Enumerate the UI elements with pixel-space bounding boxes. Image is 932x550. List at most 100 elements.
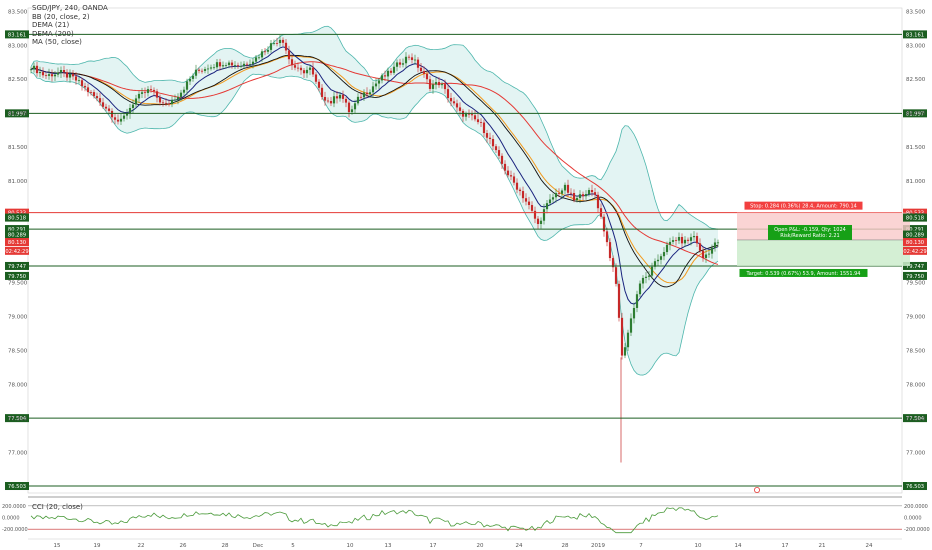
y-tick-right: 81.000	[906, 179, 926, 185]
legend-header: SGD/JPY, 240, OANDA BB (20, close, 2) DE…	[32, 4, 108, 47]
candle-body	[455, 103, 459, 108]
y-tick-left: 78.500	[8, 349, 28, 355]
time-axis: 15 19 22 26 28 Dec 5 10 13 17 20 24 28 2019 7 10 14 17 21 2…	[28, 538, 902, 549]
candle-body	[236, 65, 240, 67]
candle-body	[302, 70, 306, 74]
candle-body	[596, 194, 600, 209]
candle-body	[239, 66, 243, 67]
candle-body	[122, 115, 126, 119]
candle-body	[641, 277, 645, 284]
dema21-line	[30, 46, 719, 305]
x-tick: 24	[516, 543, 523, 549]
candle-body	[422, 71, 426, 74]
x-tick: 17	[430, 543, 437, 549]
candle-body	[134, 98, 138, 105]
price-tag-right-text: 02:42:29	[903, 249, 926, 255]
candle-body	[494, 146, 498, 151]
candle-body	[560, 190, 564, 194]
x-tick: 2019	[591, 543, 605, 549]
candle-body	[473, 115, 477, 120]
candle-body	[263, 51, 267, 53]
candle-body	[425, 73, 429, 80]
candle-body	[695, 235, 699, 244]
candle-body	[335, 96, 339, 99]
candle-body	[602, 216, 606, 232]
level-tag-right	[903, 414, 927, 423]
indicator-ma50: MA (50, close)	[32, 38, 82, 46]
candle-body	[230, 62, 234, 66]
price-axes: 83.500 83.500 83.000 83.000 82.500 82.500 82.0…	[5, 9, 927, 456]
candle-body	[686, 239, 690, 241]
level-tag-left-text: 80.291	[8, 227, 26, 233]
x-tick: 21	[819, 543, 826, 549]
candle-body	[557, 193, 561, 194]
candle-body	[542, 209, 546, 221]
y-tick-right: 83.000	[906, 43, 926, 49]
y-tick-left: 79.500	[8, 281, 28, 287]
level-tag-left-text: 77.504	[8, 416, 27, 422]
candle-body	[368, 92, 372, 95]
candle-body	[617, 283, 621, 318]
y-tick-right: 79.000	[906, 315, 926, 321]
candle-body	[419, 67, 423, 72]
candle-body	[410, 57, 414, 60]
candle-body	[467, 113, 471, 115]
candle-body	[647, 275, 651, 277]
candle-body	[680, 236, 684, 244]
candle-body	[713, 242, 717, 248]
candle-body	[131, 104, 135, 108]
candle-body	[692, 235, 696, 238]
x-tick: 20	[477, 543, 484, 549]
candle-body	[344, 98, 348, 103]
candle-body	[497, 150, 501, 156]
candle-body	[353, 103, 357, 110]
candle-body	[95, 96, 99, 99]
candle-body	[287, 50, 291, 60]
candle-body	[32, 65, 36, 70]
cci-title: CCI (20, close)	[32, 503, 83, 511]
candle-body	[365, 92, 369, 95]
candle-body	[182, 89, 186, 93]
candle-body	[146, 89, 150, 93]
price-tag-right	[903, 230, 927, 239]
price-tag-left	[5, 238, 29, 247]
candle-body	[551, 197, 555, 200]
candle-body	[29, 69, 33, 71]
candle-body	[191, 75, 195, 79]
cci-tick-right: 0.0000	[904, 516, 922, 522]
candle-body	[311, 67, 315, 75]
price-tag-left	[5, 213, 29, 222]
position-tool[interactable]: Stop: 0.284 (0.36%) 28.4, Amount: 790.14…	[737, 201, 910, 493]
level-tag-right-text: 77.504	[906, 416, 925, 422]
candle-body	[380, 75, 384, 81]
candle-body	[326, 100, 330, 102]
candle-body	[416, 59, 420, 68]
candle-body	[41, 72, 45, 76]
price-tag-right-text: 80.130	[906, 240, 924, 246]
candle-body	[167, 103, 171, 105]
candle-body	[476, 119, 480, 123]
candle-body	[203, 69, 207, 71]
y-tick-left: 79.000	[8, 315, 28, 321]
level-tag-left	[5, 225, 29, 234]
candle-body	[716, 242, 720, 244]
candle-body	[323, 96, 327, 101]
candle-body	[176, 96, 180, 100]
price-tag-left-text: 79.750	[8, 274, 26, 280]
candle-body	[317, 81, 321, 88]
candle-body	[668, 241, 672, 245]
x-tick: 24	[866, 543, 873, 549]
candle-body	[413, 59, 417, 61]
candle-body	[242, 63, 246, 67]
candle-body	[272, 43, 276, 44]
candle-body	[485, 133, 489, 138]
level-tag-right	[903, 482, 927, 491]
cci-line	[30, 507, 719, 534]
candle-body	[569, 192, 573, 194]
candle-body	[164, 102, 168, 104]
candle-body	[221, 65, 225, 67]
candle-body	[470, 114, 474, 116]
candle-body	[35, 65, 39, 74]
candle-body	[83, 85, 87, 88]
